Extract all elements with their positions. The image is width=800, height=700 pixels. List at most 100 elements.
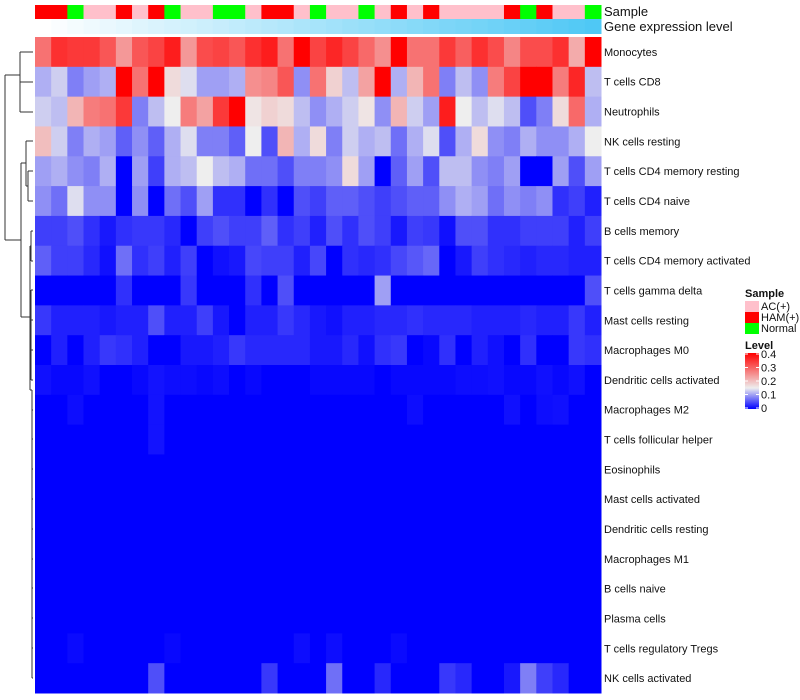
heatmap-cell [67, 156, 85, 187]
heatmap-cell [67, 245, 85, 277]
heatmap-cell [164, 275, 182, 306]
heatmap-cell [326, 156, 343, 187]
heatmap-cell [520, 96, 537, 127]
heatmap-cell [67, 514, 85, 545]
heatmap-cell [196, 454, 214, 485]
heatmap-cell [309, 424, 327, 455]
heatmap-cell [164, 484, 182, 515]
heatmap-cell [35, 275, 52, 306]
heatmap-cell [99, 66, 117, 98]
heatmap-cell [520, 484, 537, 515]
heatmap-cell [148, 514, 165, 545]
heatmap-cell [132, 603, 149, 634]
heatmap-cell [342, 335, 359, 366]
gene-annotation-cell [245, 19, 262, 34]
heatmap-cell [568, 663, 586, 694]
heatmap-cell [406, 335, 424, 366]
heatmap-cell [520, 186, 537, 217]
heatmap-cell [212, 543, 230, 575]
heatmap-cell [584, 215, 602, 247]
heatmap-cell [99, 365, 117, 396]
heatmap-cell [83, 335, 101, 366]
heatmap-cell [293, 484, 311, 515]
row-label: Macrophages M2 [604, 405, 689, 417]
heatmap-cell [115, 365, 133, 396]
heatmap-cell [148, 186, 165, 217]
heatmap-cell [293, 126, 311, 157]
heatmap-cell [487, 186, 505, 217]
heatmap-cell [520, 66, 537, 98]
heatmap-cell [229, 484, 246, 515]
heatmap-cell [180, 454, 198, 485]
heatmap-cell [503, 484, 521, 515]
heatmap-cell [180, 275, 198, 306]
heatmap-cell [487, 603, 505, 634]
heatmap-cell [390, 663, 408, 694]
level-tick-label: 0 [761, 403, 767, 415]
heatmap-cell [390, 543, 408, 575]
gene-annotation-cell [471, 19, 489, 34]
heatmap-cell [115, 543, 133, 575]
heatmap-cell [423, 484, 440, 515]
heatmap-cell [326, 215, 343, 247]
heatmap-cell [487, 275, 505, 306]
heatmap-cell [455, 573, 473, 605]
heatmap-cell [423, 126, 440, 157]
heatmap-cell [164, 335, 182, 366]
heatmap-cell [471, 66, 489, 98]
heatmap-cell [552, 484, 570, 515]
heatmap-cell [277, 603, 295, 634]
heatmap-cell [471, 37, 489, 68]
heatmap-cell [293, 543, 311, 575]
heatmap-cell [584, 603, 602, 634]
gene-annotation-cell [536, 19, 553, 34]
heatmap-cell [83, 573, 101, 605]
heatmap-cell [487, 514, 505, 545]
heatmap-cell [67, 215, 85, 247]
heatmap-cell [99, 454, 117, 485]
heatmap-cell [406, 633, 424, 664]
heatmap-cell [552, 454, 570, 485]
row-label: NK cells resting [604, 136, 680, 148]
heatmap-cell [358, 365, 376, 396]
sample-annotation-cell [51, 5, 68, 19]
heatmap-cell [503, 156, 521, 187]
heatmap-cell [536, 573, 553, 605]
heatmap-cell [439, 394, 456, 426]
heatmap-cell [277, 156, 295, 187]
heatmap-cell [439, 633, 456, 664]
heatmap-cell [293, 335, 311, 366]
heatmap-cell [487, 215, 505, 247]
heatmap-cell [293, 305, 311, 336]
heatmap-cell [277, 66, 295, 98]
heatmap-cell [115, 186, 133, 217]
heatmap-cell [115, 66, 133, 98]
level-tick-label: 0.1 [761, 390, 776, 402]
heatmap-cell [342, 424, 359, 455]
heatmap-cell [148, 394, 165, 426]
heatmap-cell [51, 543, 68, 575]
row-label: T cells CD8 [604, 77, 661, 89]
heatmap-cell [83, 633, 101, 664]
sample-annotation-cell [342, 5, 359, 19]
heatmap-cell [390, 245, 408, 277]
heatmap-cell [164, 96, 182, 127]
heatmap-cell [584, 335, 602, 366]
heatmap-cell [358, 603, 376, 634]
heatmap-cell [277, 454, 295, 485]
heatmap-cell [471, 156, 489, 187]
heatmap-cell [568, 66, 586, 98]
heatmap-cell [503, 365, 521, 396]
heatmap-cell [35, 603, 52, 634]
gene-annotation-cell [148, 19, 165, 34]
row-label: B cells memory [604, 226, 680, 238]
heatmap-cell [229, 335, 246, 366]
heatmap-cell [536, 543, 553, 575]
gene-annotation-cell [261, 19, 279, 34]
heatmap-cell [277, 514, 295, 545]
heatmap-cell [552, 543, 570, 575]
heatmap-cell [423, 365, 440, 396]
gene-annotation-cell [293, 19, 311, 34]
gene-annotation-cell [568, 19, 586, 34]
heatmap-cell [229, 394, 246, 426]
